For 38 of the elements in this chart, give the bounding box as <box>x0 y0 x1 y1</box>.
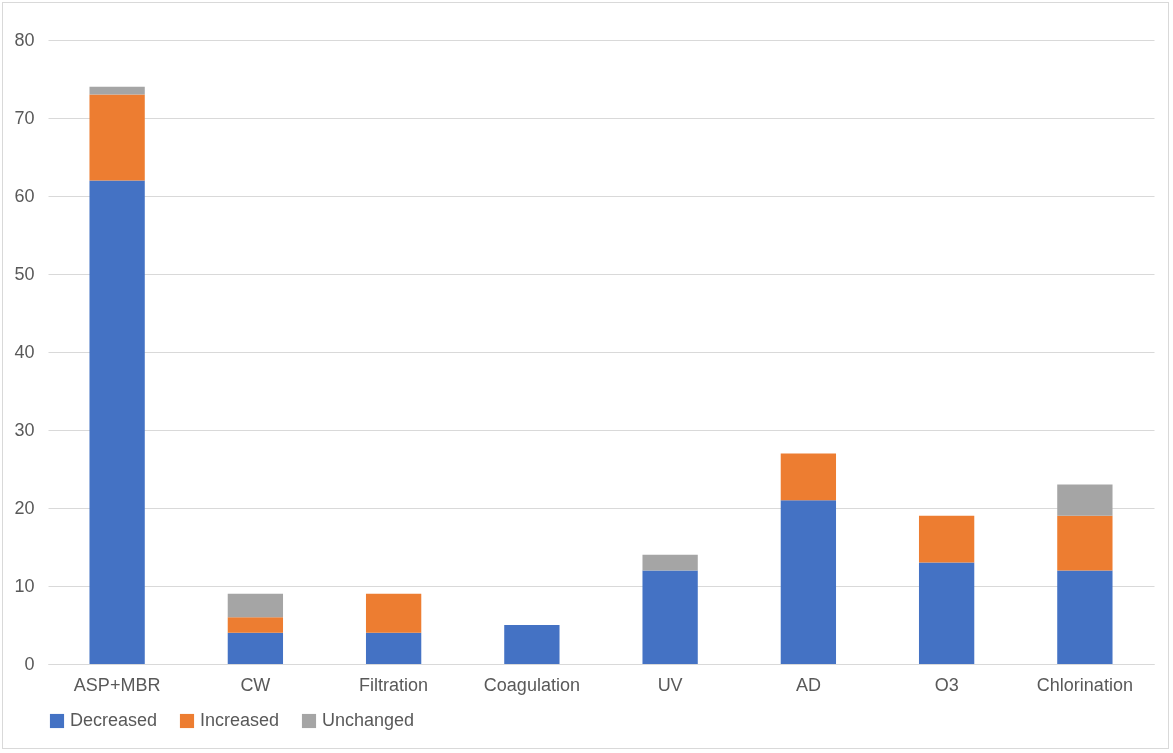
x-tick-label: UV <box>657 674 683 695</box>
legend-label: Unchanged <box>322 710 415 730</box>
bar <box>89 180 145 664</box>
bar <box>642 570 698 664</box>
bar <box>1057 515 1113 571</box>
x-tick-label: O3 <box>934 674 959 695</box>
y-tick-label: 40 <box>14 341 35 362</box>
y-tick-label: 20 <box>14 497 35 518</box>
bar <box>1057 570 1113 664</box>
y-tick-label: 70 <box>14 107 35 128</box>
bar <box>89 94 145 181</box>
legend-label: Increased <box>200 710 280 730</box>
bar <box>227 593 284 618</box>
y-tick-label: 60 <box>14 185 35 206</box>
legend-label: Decreased <box>70 710 158 730</box>
bar <box>918 562 975 664</box>
bar <box>780 500 837 664</box>
bar <box>504 625 560 664</box>
bar <box>227 617 284 633</box>
x-tick-label: CW <box>240 674 271 695</box>
y-tick-label: 80 <box>14 29 35 50</box>
y-tick-label: 30 <box>14 419 35 440</box>
y-tick-label: 0 <box>24 653 35 674</box>
bar <box>365 593 422 633</box>
y-tick-label: 10 <box>14 575 35 596</box>
bar <box>365 632 422 664</box>
bar <box>1057 484 1113 516</box>
bar <box>780 453 837 501</box>
bar <box>89 86 145 95</box>
x-tick-label: AD <box>795 674 821 695</box>
x-tick-label: ASP+MBR <box>73 674 161 695</box>
bar <box>227 632 284 664</box>
y-tick-label: 50 <box>14 263 35 284</box>
x-tick-label: Chlorination <box>1036 674 1133 695</box>
x-tick-label: Filtration <box>359 674 429 695</box>
bar <box>642 554 698 571</box>
x-tick-label: Coagulation <box>483 674 580 695</box>
bar <box>918 515 975 563</box>
